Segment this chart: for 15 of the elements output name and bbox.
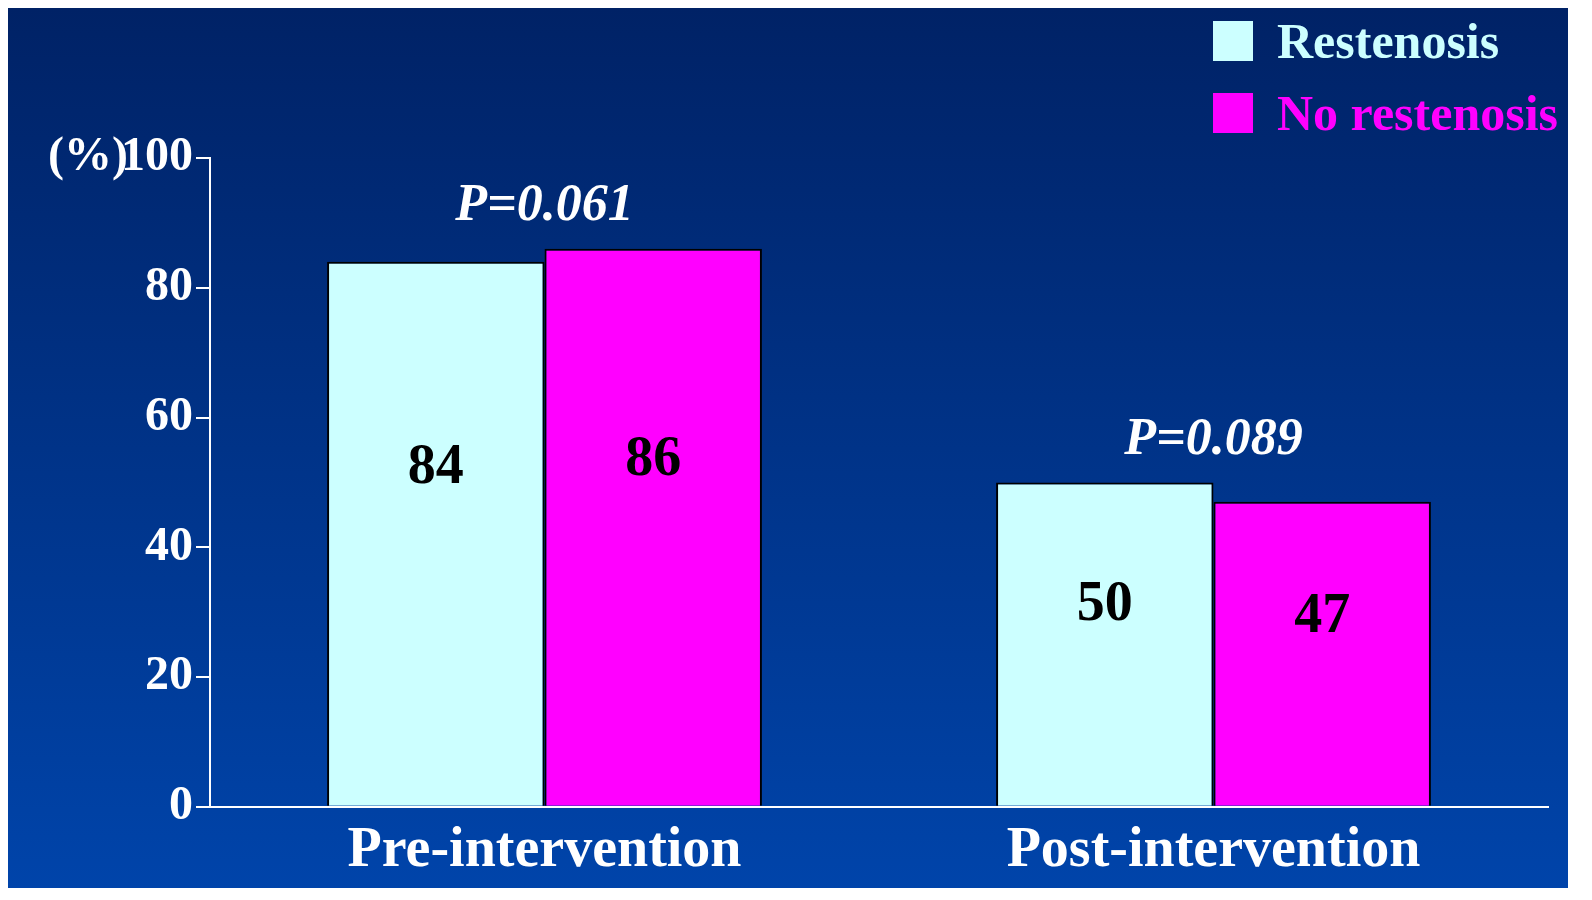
annotation: P=0.061 bbox=[454, 174, 634, 232]
legend-label: No restenosis bbox=[1276, 84, 1558, 142]
x-tick-label: Pre-intervention bbox=[347, 815, 742, 878]
data-label: 84 bbox=[407, 433, 464, 496]
x-tick-label: Post-intervention bbox=[1006, 815, 1421, 878]
y-tick-label: 40 bbox=[145, 516, 193, 570]
annotation: P=0.089 bbox=[1123, 407, 1303, 465]
y-tick-label: 0 bbox=[169, 776, 193, 830]
y-tick-label: 20 bbox=[145, 646, 193, 700]
data-label: 86 bbox=[625, 425, 682, 488]
y-tick-label: 60 bbox=[145, 386, 193, 440]
data-label: 47 bbox=[1294, 582, 1351, 645]
data-label: 50 bbox=[1076, 570, 1133, 633]
legend-label: Restenosis bbox=[1276, 12, 1500, 70]
y-tick-label: 80 bbox=[145, 257, 193, 311]
